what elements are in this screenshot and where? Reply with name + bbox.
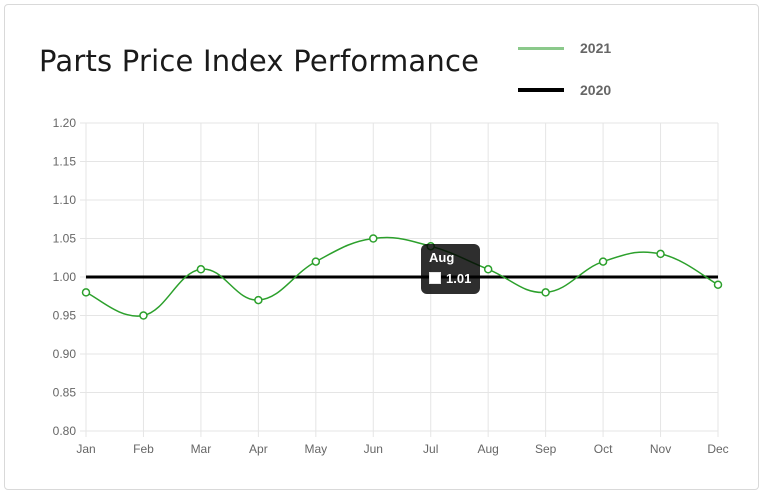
legend-swatch-2020 (518, 88, 564, 92)
chart-card (4, 4, 759, 490)
x-tick-label: Dec (707, 442, 728, 456)
tooltip-swatch (429, 272, 441, 284)
data-point-2021 (139, 311, 148, 320)
legend-label-2020: 2020 (580, 82, 612, 98)
y-tick-label: 0.80 (53, 424, 77, 438)
x-tick-label: Oct (594, 442, 613, 456)
x-tick-label: Apr (249, 442, 268, 456)
data-point-2021 (656, 249, 665, 259)
tooltip-title: Aug (429, 250, 455, 265)
legend-label-2021: 2021 (580, 40, 612, 56)
legend-swatch-2021 (518, 46, 564, 50)
data-point-2021 (541, 288, 550, 297)
grid-lines (80, 122, 719, 437)
x-tick-label: Mar (191, 442, 212, 456)
x-tick-label: Sep (535, 442, 557, 456)
y-tick-label: 0.90 (53, 347, 77, 361)
y-tick-label: 0.95 (53, 309, 77, 323)
data-point-2021 (254, 295, 263, 305)
x-tick-label: Jan (76, 442, 95, 456)
data-point-2021 (369, 234, 378, 243)
y-tick-label: 1.10 (53, 193, 77, 207)
y-tick-label: 1.15 (53, 155, 77, 169)
legend-item-2020[interactable]: 2020 (518, 82, 611, 98)
x-tick-label: Jul (423, 442, 438, 456)
x-tick-label: Feb (133, 442, 154, 456)
tooltip-value: 1.01 (446, 271, 472, 286)
chart-title: Parts Price Index Performance (39, 44, 480, 78)
data-point-2021 (81, 288, 91, 297)
y-tick-label: 1.20 (53, 116, 77, 130)
series-layer (81, 234, 723, 320)
data-point-2021 (196, 265, 206, 274)
x-axis-ticks: Jan Feb Mar Apr May Jun Jul Aug Sep Oct Nov Dec (76, 442, 728, 456)
data-point-2021 (311, 257, 321, 266)
tooltip: Aug 1.01 (421, 244, 480, 294)
x-tick-label: Nov (650, 442, 671, 456)
y-axis-ticks: 0.80 0.85 0.90 0.95 1.00 1.05 1.10 1.15 1.20 (53, 116, 77, 438)
data-point-2021 (598, 257, 608, 266)
data-point-2021 (713, 280, 723, 289)
data-point-2021 (483, 265, 493, 274)
x-tick-label: Jun (364, 442, 383, 456)
y-tick-label: 0.85 (53, 386, 77, 400)
y-tick-label: 1.00 (53, 270, 77, 284)
legend-item-2021[interactable]: 2021 (518, 40, 611, 56)
x-tick-label: Aug (478, 442, 499, 456)
y-tick-label: 1.05 (53, 232, 77, 246)
x-tick-label: May (304, 442, 327, 456)
